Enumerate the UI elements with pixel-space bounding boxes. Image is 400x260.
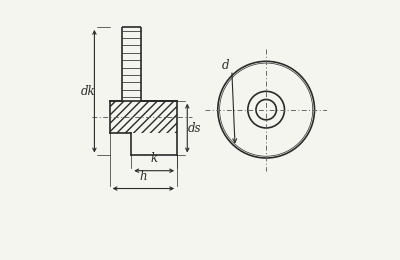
Text: ds: ds [188,122,201,135]
Text: dk: dk [81,85,95,98]
Text: d: d [222,58,229,72]
Bar [131,101,177,133]
Text: k: k [151,152,158,165]
Text: h: h [140,170,147,183]
Bar [110,101,131,133]
